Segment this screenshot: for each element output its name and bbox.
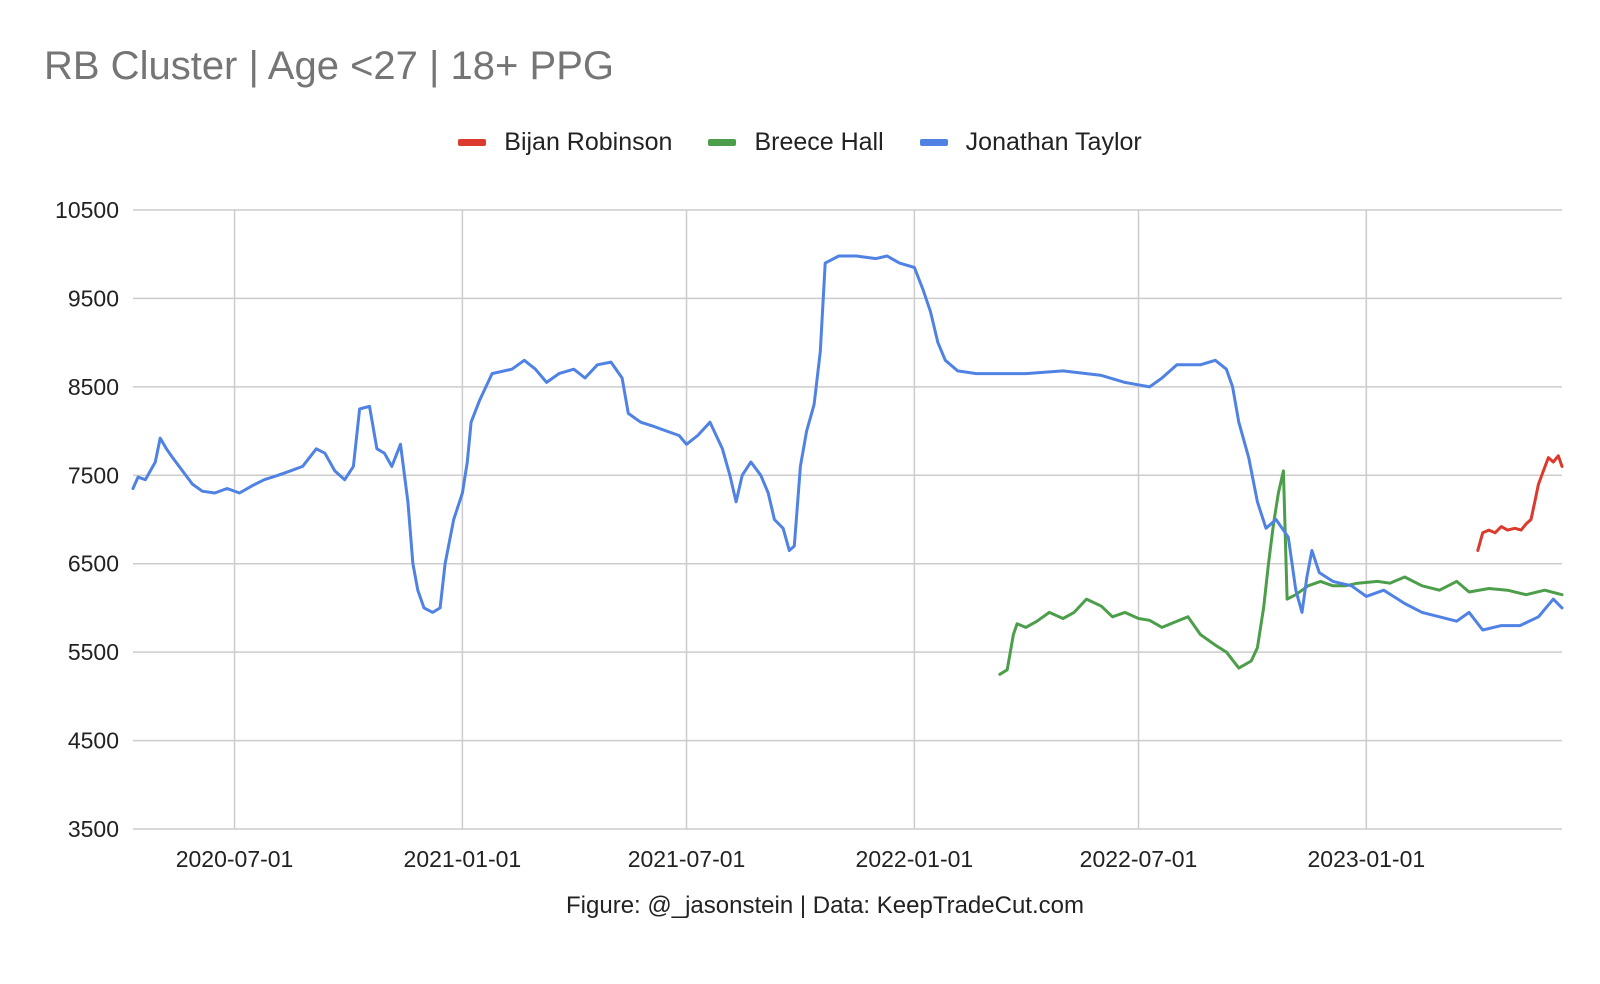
x-tick-label: 2021-07-01 — [628, 846, 746, 872]
chart-title: RB Cluster | Age <27 | 18+ PPG — [44, 44, 614, 88]
chart-legend: Bijan Robinson Breece Hall Jonathan Taylor — [0, 128, 1600, 157]
legend-swatch — [919, 139, 948, 146]
series-line-bijan-robinson — [1476, 454, 1564, 552]
y-tick-label: 5500 — [68, 639, 119, 665]
legend-item-breece-hall: Breece Hall — [708, 128, 884, 157]
legend-item-jonathan-taylor: Jonathan Taylor — [919, 128, 1142, 157]
y-tick-label: 6500 — [68, 551, 119, 577]
y-tick-label: 10500 — [55, 197, 119, 223]
legend-swatch — [708, 139, 737, 146]
x-tick-label: 2022-07-01 — [1080, 846, 1198, 872]
y-tick-label: 3500 — [68, 816, 119, 842]
y-tick-label: 9500 — [68, 285, 119, 311]
series-line-breece-hall — [998, 469, 1564, 676]
y-tick-label: 8500 — [68, 374, 119, 400]
x-tick-label: 2021-01-01 — [404, 846, 522, 872]
x-tick-label: 2023-01-01 — [1308, 846, 1426, 872]
grid-lines — [133, 209, 1562, 830]
legend-label: Jonathan Taylor — [965, 128, 1142, 156]
legend-label: Bijan Robinson — [504, 128, 673, 156]
y-tick-label: 7500 — [68, 462, 119, 488]
legend-label: Breece Hall — [754, 128, 884, 156]
figure-credit: Figure: @_jasonstein | Data: KeepTradeCu… — [566, 892, 1084, 919]
y-tick-label: 4500 — [68, 728, 119, 754]
series-lines — [131, 254, 1564, 676]
series-line-jonathan-taylor — [131, 254, 1564, 632]
legend-swatch — [458, 139, 487, 146]
x-tick-label: 2020-07-01 — [176, 846, 294, 872]
legend-item-bijan-robinson: Bijan Robinson — [458, 128, 672, 157]
axis-labels: 10500 9500 8500 7500 6500 5500 4500 3500 2020-07… — [55, 197, 1425, 872]
x-tick-label: 2022-01-01 — [856, 846, 974, 872]
